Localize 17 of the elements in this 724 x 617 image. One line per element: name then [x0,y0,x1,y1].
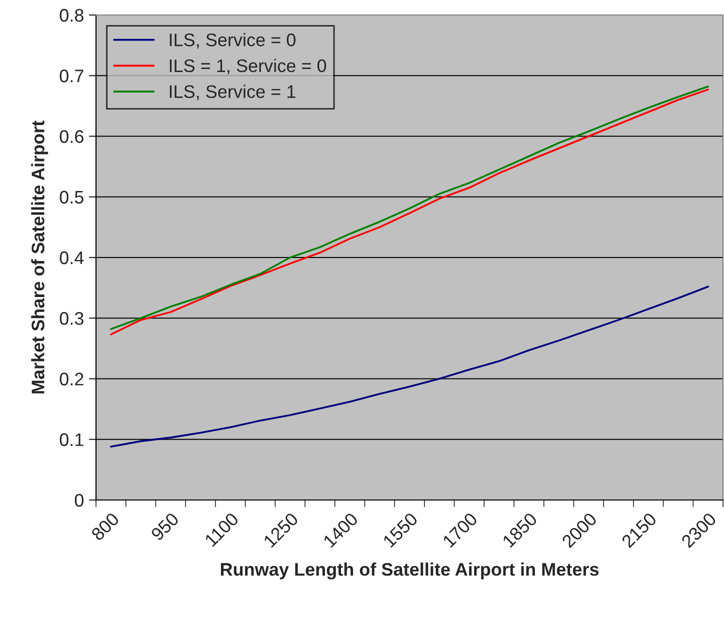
legend-label: ILS = 1, Service = 0 [170,58,326,74]
legend-label: ILS, Service = 0 [170,33,296,48]
x-tick-label: 800 [90,512,120,542]
y-tick-label: 0.1 [60,433,84,446]
legend-label: ILS, Service = 1 [170,84,296,100]
y-tick-label: 0.7 [60,70,84,82]
x-axis-title: Runway Length of Satellite Airport in Meters [220,562,599,580]
y-tick-label: 0.5 [60,190,84,204]
line-series [110,286,709,448]
y-tick-label: 0.2 [60,372,84,386]
y-tick-label: 0.3 [60,312,84,325]
y-tick-label: 0 [74,494,84,507]
y-axis-title: Market Share of Satellite Airport [31,120,48,394]
x-tick-label: 950 [150,512,180,542]
y-tick-label: 0.6 [60,130,84,143]
y-tick-label: 0.4 [60,251,84,264]
y-tick-label: 0.8 [60,8,84,22]
